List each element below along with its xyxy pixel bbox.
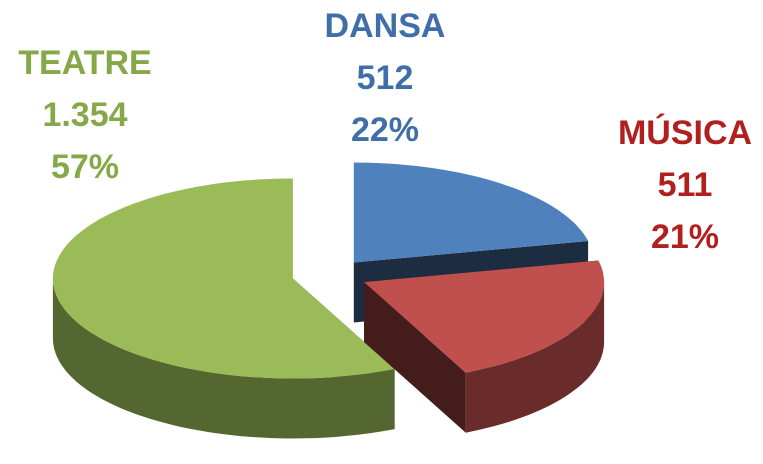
slice-side [52,278,395,439]
data-label: 1.354 [42,96,127,134]
data-label: 57% [51,148,119,186]
slice [353,162,589,263]
slice-side [364,282,466,433]
slice [52,178,395,379]
slice-side [465,282,605,433]
data-label: 511 [658,166,713,204]
data-label: TEATRE [18,44,151,82]
data-label: 512 [357,59,414,97]
data-label: MÚSICA [618,114,752,152]
slice [364,260,605,373]
data-label: 22% [351,111,419,149]
data-label: 21% [651,218,719,256]
data-label: DANSA [325,7,446,45]
